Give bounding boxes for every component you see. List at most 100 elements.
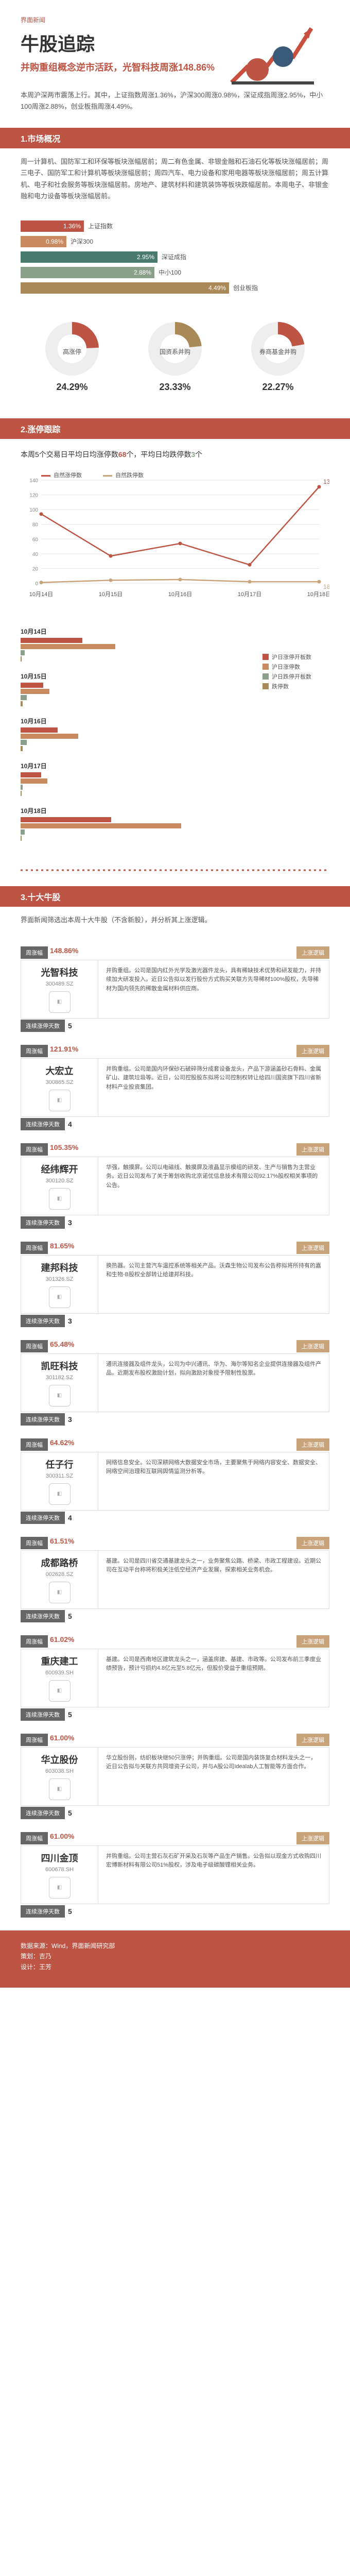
bull-card: 周涨幅121.91%上涨逻辑大宏立300865.SZ◧并购重组。公司是国内环保砂…: [21, 1045, 329, 1130]
bull-code: 301326.SZ: [46, 1276, 74, 1282]
bull-pct: 61.00%: [50, 1734, 74, 1746]
market-bar-row: 1.36%上证指数: [21, 220, 329, 232]
bull-pct: 61.00%: [50, 1832, 74, 1844]
pct-badge: 周涨幅: [21, 1438, 48, 1451]
svg-text:131: 131: [323, 478, 329, 485]
bull-pct: 121.91%: [50, 1045, 78, 1057]
market-index-bars: 1.36%上证指数0.98%沪深3002.95%深证成指2.88%中小1004.…: [0, 210, 350, 308]
svg-text:10月15日: 10月15日: [99, 591, 122, 598]
bull-card: 周涨幅61.02%上涨逻辑重庆建工600939.SH◧基建。公司是西南地区建筑龙…: [21, 1635, 329, 1721]
svg-text:自然跌停数: 自然跌停数: [115, 471, 144, 479]
bull-logic-text: 并购重组。公司是国内红外光学及激光器件龙头，具有稀缺技术优势和研发能力，并持续加…: [98, 960, 329, 1018]
limit-block: 本周5个交易日平均日均涨停数68个，平均日均跌停数3个 020406080100…: [0, 439, 350, 617]
bull-code: 300311.SZ: [46, 1473, 73, 1479]
bull-code: 002628.SZ: [46, 1571, 74, 1578]
bull-limits: 4: [68, 1120, 72, 1128]
bull-name: 四川金顶: [41, 1851, 78, 1865]
legend-row: 沪日涨停开板数: [262, 653, 329, 661]
limits-badge: 连续涨停天数: [21, 1807, 65, 1819]
section-limit-bar: 2.涨停跟踪: [0, 418, 350, 439]
bull-pct: 61.51%: [50, 1537, 74, 1549]
bull-code: 300865.SZ: [46, 1079, 74, 1086]
svg-text:10月16日: 10月16日: [168, 591, 192, 598]
bulls-intro: 界面新闻筛选出本周十大牛股（不含新股），并分析其上涨逻辑。: [0, 907, 350, 934]
logic-badge: 上涨逻辑: [296, 1143, 329, 1156]
svg-text:10月14日: 10月14日: [29, 591, 53, 598]
bull-logic-text: 基建。公司是西南地区建筑龙头之一，涵盖房建、基建、市政等。公司发布前三季度业绩预…: [98, 1649, 329, 1707]
bull-limits: 3: [68, 1317, 72, 1325]
bull-pct: 105.35%: [50, 1143, 78, 1156]
pct-badge: 周涨幅: [21, 1242, 48, 1254]
svg-text:20: 20: [32, 566, 39, 572]
donut-item: 券商基金并购22.27%: [247, 318, 309, 393]
logic-badge: 上涨逻辑: [296, 946, 329, 959]
logic-badge: 上涨逻辑: [296, 1438, 329, 1451]
bull-code: 301182.SZ: [46, 1375, 73, 1381]
bull-pct: 64.62%: [50, 1438, 74, 1451]
limit-line-chart: 02040608010012014010月14日10月15日10月16日10月1…: [21, 470, 329, 604]
bull-logic-text: 基建。公司是四川省交通基建龙头之一，业务聚焦公路、桥梁、市政工程建设。近期公司在…: [98, 1551, 329, 1608]
hero-illustration: [226, 21, 319, 93]
bull-limits: 5: [68, 1907, 72, 1916]
daily-legend: 沪日涨停开板数沪日涨停数沪日跌停开板数跌停数: [262, 617, 329, 867]
logic-badge: 上涨逻辑: [296, 1537, 329, 1549]
svg-text:40: 40: [32, 552, 39, 557]
daily-block-wrap: 10月14日10月15日10月16日10月17日10月18日 沪日涨停开板数沪日…: [0, 617, 350, 867]
donut-item: 国资系并购23.33%: [144, 318, 206, 393]
stock-icon: ◧: [49, 1286, 71, 1308]
bull-card: 周涨幅61.00%上涨逻辑华立股份603038.SH◧华立股份则，纺织板块继50…: [21, 1734, 329, 1819]
header: 界面新闻 牛股追踪 并购重组概念逆市活跃，光智科技周涨148.86%: [0, 0, 350, 84]
limits-badge: 连续涨停天数: [21, 1905, 65, 1918]
daily-row: 10月16日: [21, 717, 242, 751]
stock-icon: ◧: [49, 1090, 71, 1111]
bull-limits: 5: [68, 1710, 72, 1719]
market-bar-row: 0.98%沪深300: [21, 235, 329, 248]
bull-logic-text: 通讯连接器及组件龙头，公司为中兴通讯、华为、海尔等知名企业提供连接器及组件产品。…: [98, 1354, 329, 1412]
bull-pct: 81.65%: [50, 1242, 74, 1254]
bull-card: 周涨幅105.35% 上涨逻辑经纬辉开 300120.SZ ◧ 华强，触摸屏。公司以电磁…: [21, 1143, 329, 1229]
bull-name: 重庆建工: [41, 1654, 78, 1668]
stock-icon: ◧: [49, 1385, 71, 1406]
pct-badge: 周涨幅: [21, 1537, 48, 1549]
limits-badge: 连续涨停天数: [21, 1118, 65, 1130]
bull-card: 周涨幅64.62%上涨逻辑任子行300311.SZ◧网络信息安全。公司深耕网络大…: [21, 1438, 329, 1524]
daily-row: 10月18日: [21, 806, 242, 841]
bull-logic-text: 华强，触摸屏。公司以电磁线、触摸屏及液晶显示模组的研发、生产与销售为主营业务。近…: [98, 1157, 329, 1215]
legend-row: 沪日跌停开板数: [262, 672, 329, 681]
bull-pct: 61.02%: [50, 1635, 74, 1648]
limits-badge: 连续涨停天数: [21, 1216, 65, 1229]
bull-limits: 5: [68, 1022, 72, 1030]
legend-row: 沪日涨停数: [262, 663, 329, 671]
bulls-list: 周涨幅148.86%上涨逻辑光智科技300489.SZ◧并购重组。公司是国内红外…: [0, 946, 350, 1918]
svg-text:120: 120: [29, 493, 38, 498]
limits-badge: 连续涨停天数: [21, 1610, 65, 1622]
svg-text:10月18日: 10月18日: [307, 591, 329, 598]
limit-title: 本周5个交易日平均日均涨停数68个，平均日均跌停数3个: [21, 449, 329, 460]
bull-code: 603038.SH: [45, 1768, 74, 1774]
legend-row: 跌停数: [262, 682, 329, 690]
bull-name: 经纬辉开: [41, 1162, 78, 1176]
footer: 数据来源：Wind，界面新闻研究部 策划：吉乃 设计：王芳: [0, 1930, 350, 1988]
section-market-bar: 1.市场概况: [0, 128, 350, 148]
daily-row: 10月15日: [21, 672, 242, 706]
stock-icon: ◧: [49, 1188, 71, 1210]
bull-limits: 5: [68, 1612, 72, 1620]
daily-bars: 10月14日10月15日10月16日10月17日10月18日: [21, 617, 262, 867]
bull-name: 建邦科技: [41, 1261, 78, 1274]
bull-code: 300120.SZ: [46, 1178, 74, 1184]
stock-icon: ◧: [49, 1778, 71, 1800]
bull-code: 300489.SZ: [46, 981, 74, 987]
svg-text:自然涨停数: 自然涨停数: [54, 471, 82, 479]
bull-pct: 65.48%: [50, 1340, 74, 1352]
pct-badge: 周涨幅: [21, 1045, 48, 1057]
market-bar-row: 4.49%创业板指: [21, 282, 329, 294]
svg-text:0: 0: [35, 581, 38, 587]
bull-code: 600678.SH: [45, 1867, 74, 1873]
bull-name: 凯旺科技: [41, 1359, 78, 1372]
svg-text:100: 100: [29, 507, 38, 513]
bull-name: 华立股份: [41, 1753, 78, 1766]
logic-badge: 上涨逻辑: [296, 1045, 329, 1057]
stock-icon: ◧: [49, 991, 71, 1013]
pct-badge: 周涨幅: [21, 1143, 48, 1156]
divider-dots: [0, 867, 350, 873]
